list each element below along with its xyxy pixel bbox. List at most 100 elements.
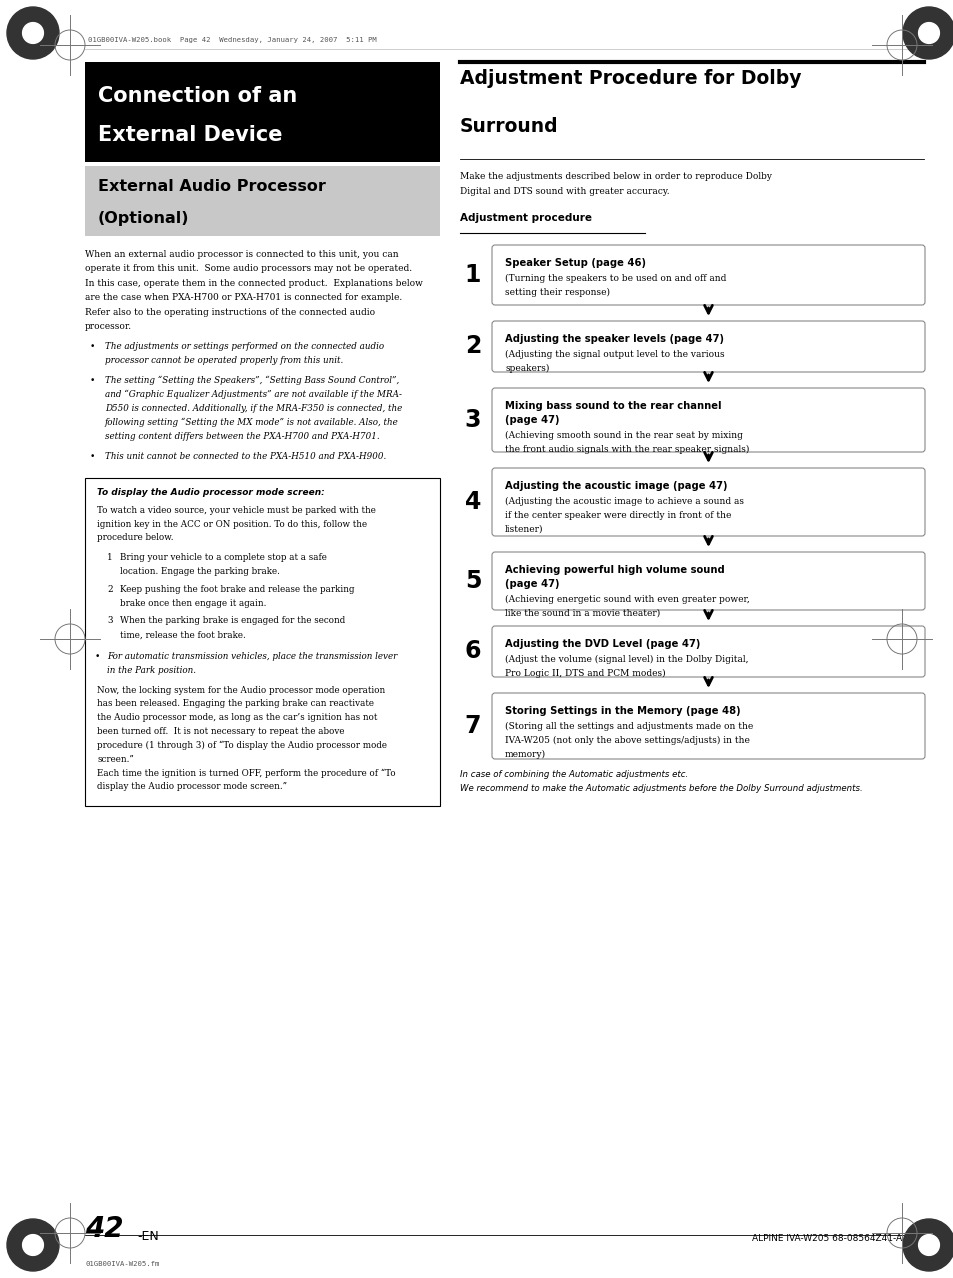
FancyBboxPatch shape (85, 166, 439, 236)
Text: 4: 4 (464, 489, 480, 514)
Text: display the Audio processor mode screen.”: display the Audio processor mode screen.… (97, 782, 287, 791)
Text: brake once then engage it again.: brake once then engage it again. (120, 598, 266, 607)
Text: (Storing all the settings and adjustments made on the: (Storing all the settings and adjustment… (504, 722, 753, 731)
Text: (Adjusting the signal output level to the various: (Adjusting the signal output level to th… (504, 350, 724, 359)
Circle shape (902, 6, 953, 59)
FancyBboxPatch shape (85, 63, 439, 162)
Text: 2: 2 (464, 335, 480, 359)
Text: (Achieving smooth sound in the rear seat by mixing: (Achieving smooth sound in the rear seat… (504, 431, 742, 440)
FancyBboxPatch shape (85, 478, 439, 806)
FancyBboxPatch shape (492, 245, 924, 305)
Text: like the sound in a movie theater): like the sound in a movie theater) (504, 608, 659, 617)
Text: setting content differs between the PXA-H700 and PXA-H701.: setting content differs between the PXA-… (105, 432, 379, 441)
Text: Storing Settings in the Memory (page 48): Storing Settings in the Memory (page 48) (504, 705, 740, 716)
Text: Each time the ignition is turned OFF, perform the procedure of “To: Each time the ignition is turned OFF, pe… (97, 768, 395, 778)
Text: Digital and DTS sound with greater accuracy.: Digital and DTS sound with greater accur… (459, 187, 669, 196)
Text: The setting “Setting the Speakers”, “Setting Bass Sound Control”,: The setting “Setting the Speakers”, “Set… (105, 376, 399, 386)
Text: Adjusting the DVD Level (page 47): Adjusting the DVD Level (page 47) (504, 639, 700, 649)
Text: are the case when PXA-H700 or PXA-H701 is connected for example.: are the case when PXA-H700 or PXA-H701 i… (85, 294, 402, 303)
Text: setting their response): setting their response) (504, 288, 609, 296)
Text: Refer also to the operating instructions of the connected audio: Refer also to the operating instructions… (85, 308, 375, 317)
Text: Pro Logic II, DTS and PCM modes): Pro Logic II, DTS and PCM modes) (504, 668, 665, 677)
Text: 3: 3 (464, 408, 480, 432)
Text: location. Engage the parking brake.: location. Engage the parking brake. (120, 567, 279, 576)
Text: IVA-W205 (not only the above settings/adjusts) in the: IVA-W205 (not only the above settings/ad… (504, 736, 749, 745)
FancyBboxPatch shape (492, 552, 924, 610)
Text: memory): memory) (504, 749, 545, 759)
Circle shape (7, 1219, 59, 1272)
Text: Adjustment Procedure for Dolby: Adjustment Procedure for Dolby (459, 69, 801, 88)
Text: For automatic transmission vehicles, place the transmission lever: For automatic transmission vehicles, pla… (107, 652, 396, 661)
Circle shape (918, 23, 939, 43)
Text: Achieving powerful high volume sound: Achieving powerful high volume sound (504, 565, 724, 575)
Text: Adjustment procedure: Adjustment procedure (459, 213, 592, 222)
Text: processor cannot be operated properly from this unit.: processor cannot be operated properly fr… (105, 357, 343, 366)
Text: -EN: -EN (137, 1229, 158, 1243)
Text: In this case, operate them in the connected product.  Explanations below: In this case, operate them in the connec… (85, 279, 422, 288)
Text: the Audio processor mode, as long as the car’s ignition has not: the Audio processor mode, as long as the… (97, 713, 377, 722)
Text: (Adjust the volume (signal level) in the Dolby Digital,: (Adjust the volume (signal level) in the… (504, 654, 748, 665)
Text: operate it from this unit.  Some audio processors may not be operated.: operate it from this unit. Some audio pr… (85, 265, 412, 273)
Text: has been released. Engaging the parking brake can reactivate: has been released. Engaging the parking … (97, 699, 374, 708)
Text: (page 47): (page 47) (504, 415, 558, 424)
Text: listener): listener) (504, 524, 543, 533)
Text: When the parking brake is engaged for the second: When the parking brake is engaged for th… (120, 616, 345, 625)
Text: D550 is connected. Additionally, if the MRA-F350 is connected, the: D550 is connected. Additionally, if the … (105, 404, 402, 413)
Text: 1: 1 (108, 553, 112, 562)
Text: Make the adjustments described below in order to reproduce Dolby: Make the adjustments described below in … (459, 173, 771, 181)
Circle shape (918, 1235, 939, 1255)
Text: been turned off.  It is not necessary to repeat the above: been turned off. It is not necessary to … (97, 727, 344, 736)
Text: if the center speaker were directly in front of the: if the center speaker were directly in f… (504, 511, 731, 520)
Text: Adjusting the acoustic image (page 47): Adjusting the acoustic image (page 47) (504, 481, 727, 491)
Text: •: • (90, 452, 95, 461)
Text: Bring your vehicle to a complete stop at a safe: Bring your vehicle to a complete stop at… (120, 553, 327, 562)
Text: (page 47): (page 47) (504, 579, 558, 589)
Text: 01GB00IVA-W205.book  Page 42  Wednesday, January 24, 2007  5:11 PM: 01GB00IVA-W205.book Page 42 Wednesday, J… (88, 37, 376, 43)
Text: 7: 7 (464, 714, 480, 737)
Text: (Optional): (Optional) (98, 211, 190, 226)
Text: time, release the foot brake.: time, release the foot brake. (120, 630, 246, 639)
FancyBboxPatch shape (492, 693, 924, 759)
Text: Keep pushing the foot brake and release the parking: Keep pushing the foot brake and release … (120, 585, 355, 594)
Text: (Achieving energetic sound with even greater power,: (Achieving energetic sound with even gre… (504, 594, 749, 603)
FancyBboxPatch shape (492, 321, 924, 372)
FancyBboxPatch shape (492, 468, 924, 535)
Text: in the Park position.: in the Park position. (107, 666, 195, 675)
Text: Mixing bass sound to the rear channel: Mixing bass sound to the rear channel (504, 401, 720, 412)
Text: This unit cannot be connected to the PXA-H510 and PXA-H900.: This unit cannot be connected to the PXA… (105, 452, 386, 461)
Text: We recommend to make the Automatic adjustments before the Dolby Surround adjustm: We recommend to make the Automatic adjus… (459, 785, 862, 794)
Text: the front audio signals with the rear speaker signals): the front audio signals with the rear sp… (504, 445, 749, 454)
Text: The adjustments or settings performed on the connected audio: The adjustments or settings performed on… (105, 343, 384, 351)
Text: 1: 1 (464, 263, 480, 288)
Text: processor.: processor. (85, 322, 132, 331)
Text: and “Graphic Equalizer Adjustments” are not available if the MRA-: and “Graphic Equalizer Adjustments” are … (105, 390, 401, 399)
Text: procedure (1 through 3) of “To display the Audio processor mode: procedure (1 through 3) of “To display t… (97, 741, 387, 750)
Text: To watch a video source, your vehicle must be parked with the: To watch a video source, your vehicle mu… (97, 506, 375, 515)
Text: (Adjusting the acoustic image to achieve a sound as: (Adjusting the acoustic image to achieve… (504, 497, 743, 506)
Text: 3: 3 (108, 616, 112, 625)
Text: Adjusting the speaker levels (page 47): Adjusting the speaker levels (page 47) (504, 334, 723, 344)
Text: ignition key in the ACC or ON position. To do this, follow the: ignition key in the ACC or ON position. … (97, 520, 367, 529)
Text: 2: 2 (108, 585, 112, 594)
Circle shape (7, 6, 59, 59)
FancyBboxPatch shape (492, 626, 924, 677)
Text: •: • (90, 343, 95, 351)
Text: Speaker Setup (page 46): Speaker Setup (page 46) (504, 258, 645, 268)
Text: Surround: Surround (459, 118, 558, 135)
Text: speakers): speakers) (504, 364, 549, 373)
Text: 42: 42 (85, 1215, 123, 1243)
Text: •: • (90, 376, 95, 385)
Text: procedure below.: procedure below. (97, 533, 173, 542)
Text: 6: 6 (464, 639, 480, 663)
Text: following setting “Setting the MX mode” is not available. Also, the: following setting “Setting the MX mode” … (105, 418, 398, 427)
Text: (Turning the speakers to be used on and off and: (Turning the speakers to be used on and … (504, 273, 725, 282)
Text: Connection of an: Connection of an (98, 86, 297, 106)
Text: When an external audio processor is connected to this unit, you can: When an external audio processor is conn… (85, 250, 398, 259)
Text: •: • (95, 652, 100, 661)
Text: ALPINE IVA-W205 68-08564Z41-A (EN): ALPINE IVA-W205 68-08564Z41-A (EN) (751, 1235, 923, 1243)
Text: External Device: External Device (98, 125, 282, 144)
Circle shape (902, 1219, 953, 1272)
Circle shape (23, 1235, 43, 1255)
Circle shape (23, 23, 43, 43)
Text: 01GB00IVA-W205.fm: 01GB00IVA-W205.fm (85, 1261, 159, 1266)
